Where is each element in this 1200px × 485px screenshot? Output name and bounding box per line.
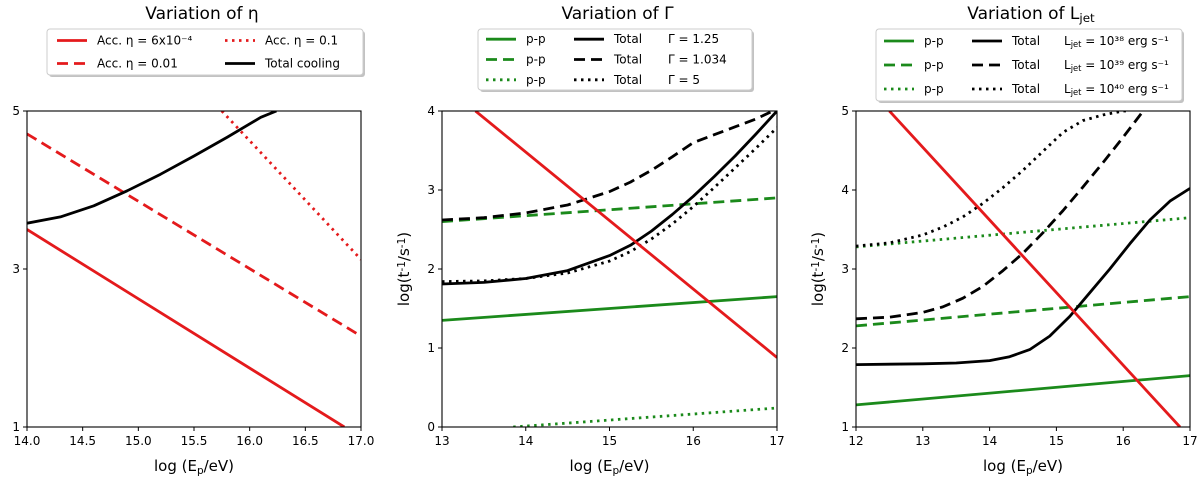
legend-label: p-p: [924, 34, 944, 48]
series-line-7: [888, 111, 1182, 427]
series-line-2: [442, 196, 777, 223]
chart-title: Variation of Γ: [561, 4, 674, 24]
y-tick-label: 2: [427, 262, 435, 276]
y-axis-label: log(t-1/s-1): [395, 232, 413, 306]
series-line-6: [442, 126, 777, 283]
series-line-4: [27, 111, 277, 225]
chart-panel-1: 14.0 14.5 15.0 15.5 16.0 16.5 17.0 1 3 5 Variation…: [12, 4, 374, 477]
series-group: [442, 111, 777, 427]
chart-title: Variation of Ljet: [967, 4, 1095, 25]
legend-label: Total: [613, 32, 642, 46]
series-line-3: [220, 111, 361, 261]
x-axis-label: log (Ep/eV): [983, 457, 1063, 477]
x-axis-label: log (Ep/eV): [154, 457, 234, 477]
y-tick-label: 1: [12, 420, 20, 434]
x-axis-label: log (Ep/eV): [569, 457, 649, 477]
legend-label: Ljet = 10³⁸ erg s⁻¹: [1064, 34, 1169, 49]
y-tick-label: 0: [427, 420, 435, 434]
x-tick-label: 17.0: [348, 434, 375, 448]
x-tick-label: 17: [1182, 434, 1197, 448]
legend-label: Acc. η = 6x10⁻⁴: [97, 34, 192, 48]
x-tick-label: 16.5: [292, 434, 319, 448]
x-tick-label: 14: [982, 434, 997, 448]
series-line-4: [856, 187, 1190, 366]
x-tick-label: 14: [518, 434, 533, 448]
y-tick-label: 3: [427, 183, 435, 197]
x-tick-label: 14.5: [69, 434, 96, 448]
y-axis-label: log(t-1/s-1): [809, 232, 827, 306]
axes-frame: [441, 110, 778, 428]
legend-label: Acc. η = 0.01: [97, 57, 178, 71]
legend-label: p-p: [526, 32, 546, 46]
legend-label: Total: [613, 73, 642, 87]
series-line-6: [856, 111, 1127, 248]
series-line-5: [442, 111, 774, 222]
y-tick-label: 1: [427, 341, 435, 355]
legend-label: Total cooling: [264, 57, 340, 71]
x-tick-label: 16: [1116, 434, 1131, 448]
series-line-3: [513, 406, 777, 427]
y-tick-label: 3: [12, 262, 20, 276]
legend-label: Γ = 5: [668, 73, 700, 87]
x-tick-label: 12: [848, 434, 863, 448]
x-tick-label: 15: [1049, 434, 1064, 448]
x-tick-label: 15: [602, 434, 617, 448]
legend: Acc. η = 6x10⁻⁴ Acc. η = 0.1 Acc. η = 0.01…: [46, 28, 365, 77]
legend-label: p-p: [526, 73, 546, 87]
legend-label: Γ = 1.25: [668, 32, 719, 46]
chart-title: Variation of η: [145, 4, 258, 24]
y-tick-label: 5: [12, 104, 20, 118]
x-tick-label: 13: [434, 434, 449, 448]
x-tick-label: 14.0: [14, 434, 41, 448]
legend-label: p-p: [526, 53, 546, 67]
x-tick-label: 16.0: [236, 434, 263, 448]
y-tick-label: 1: [841, 420, 849, 434]
series-line-1: [856, 374, 1190, 407]
legend: p-p Total Γ = 1.25 p-p Total Γ = 1.034 p-p Tota…: [477, 28, 754, 92]
y-tick-label: 5: [841, 104, 849, 118]
series-line-7: [474, 111, 777, 359]
y-tick-label: 4: [841, 183, 849, 197]
series-line-1: [442, 295, 777, 322]
x-tick-label: 17: [769, 434, 784, 448]
chart-panel-2: 13 14 15 16 17 0 1 2 3 4 Variation of Γ log (Ep/eV)…: [395, 4, 785, 477]
series-line-1: [27, 228, 346, 427]
legend-label: p-p: [924, 82, 944, 96]
x-tick-label: 16: [686, 434, 701, 448]
axes-frame: [26, 110, 362, 428]
legend-label: Total: [1011, 58, 1040, 72]
legend-label: Ljet = 10⁴⁰ erg s⁻¹: [1064, 82, 1169, 97]
legend-label: Total: [613, 53, 642, 67]
x-tick-label: 15.0: [125, 434, 152, 448]
y-tick-label: 4: [427, 104, 435, 118]
legend-label: Ljet = 10³⁹ erg s⁻¹: [1064, 58, 1169, 73]
y-tick-label: 2: [841, 341, 849, 355]
legend-label: Γ = 1.034: [668, 53, 727, 67]
series-group: [856, 111, 1190, 427]
x-tick-label: 15.5: [181, 434, 208, 448]
series-line-5: [856, 111, 1145, 321]
legend-label: Total: [1011, 34, 1040, 48]
series-line-2: [856, 295, 1190, 328]
series-line-4: [442, 111, 777, 286]
x-tick-label: 13: [915, 434, 930, 448]
legend: p-p Total Ljet = 10³⁸ erg s⁻¹ p-p Total Ljet …: [875, 28, 1184, 103]
y-tick-label: 3: [841, 262, 849, 276]
legend-label: p-p: [924, 58, 944, 72]
legend-label: Total: [1011, 82, 1040, 96]
legend-label: Acc. η = 0.1: [265, 34, 338, 48]
series-line-2: [27, 132, 361, 338]
series-group: [27, 111, 361, 427]
